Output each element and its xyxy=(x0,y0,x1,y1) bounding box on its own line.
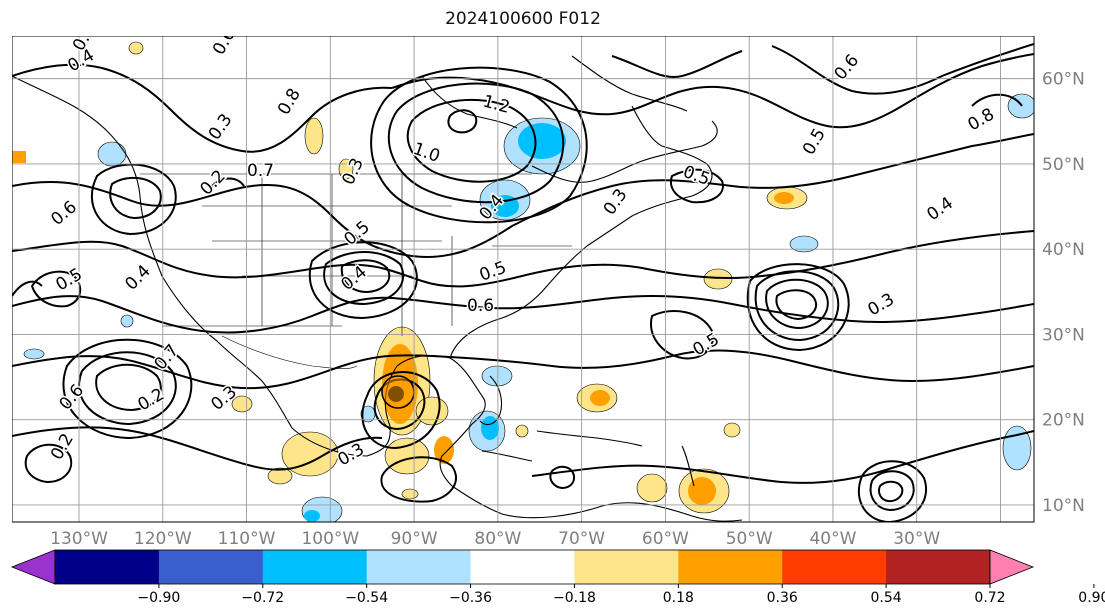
negative-anomaly-patch xyxy=(97,141,127,167)
negative-anomaly-patch xyxy=(789,235,819,253)
positive-anomaly-patch xyxy=(384,437,430,475)
positive-anomaly-patch xyxy=(723,422,741,438)
longitude-label: 40°W xyxy=(809,529,856,548)
colorbar-tick-label: 0.72 xyxy=(974,590,1005,606)
storm-core xyxy=(381,375,415,409)
positive-anomaly-patch xyxy=(636,473,668,503)
longitude-label: 70°W xyxy=(558,529,605,548)
positive-anomaly-patch xyxy=(304,117,324,155)
longitude-label: 80°W xyxy=(474,529,521,548)
colorbar-segment xyxy=(886,550,991,584)
positive-anomaly-patch xyxy=(128,41,144,55)
negative-anomaly-patch xyxy=(481,365,513,387)
negative-anomaly-patch xyxy=(304,510,320,522)
positive-anomaly-patch xyxy=(703,268,733,290)
latitude-label: 20°N xyxy=(1042,411,1085,431)
positive-anomaly-patch xyxy=(590,390,610,406)
colorbar-segment xyxy=(55,550,160,584)
longitude-label: 130°W xyxy=(50,529,108,548)
colorbar-segment xyxy=(782,550,887,584)
positive-anomaly-patch xyxy=(267,467,293,485)
positive-anomaly-patch xyxy=(401,488,419,500)
lat-lon-gridlines xyxy=(12,36,1034,522)
latitude-label: 10°N xyxy=(1042,496,1085,516)
longitude-label: 60°W xyxy=(642,529,689,548)
map-frame xyxy=(12,36,1035,523)
colorbar-tick-label: −0.18 xyxy=(553,590,596,606)
latitude-labels: 60°N 50°N 40°N 30°N 20°N 10°N xyxy=(1042,70,1085,516)
contour-label: 0.7 xyxy=(247,161,274,181)
contour-lines xyxy=(12,43,1034,522)
colorbar-tick-label: 0.90 xyxy=(1078,590,1105,606)
colorbar-tick-label: 0.54 xyxy=(871,590,902,606)
colorbar-segment xyxy=(470,550,575,584)
colorbar-tick-label: −0.72 xyxy=(241,590,284,606)
colorbar-tick-label: −0.90 xyxy=(137,590,180,606)
colorbar-tick-label: 0.18 xyxy=(663,590,694,606)
negative-anomaly-patch xyxy=(518,123,566,159)
colorbar-segment xyxy=(574,550,679,584)
negative-anomaly-patch xyxy=(23,348,45,360)
colorbar-tick-label: −0.54 xyxy=(345,590,388,606)
colorbar-frame xyxy=(54,549,991,585)
chart-title: 2024100600 F012 xyxy=(445,9,601,29)
colorbar-segment xyxy=(262,550,368,584)
longitude-label: 100°W xyxy=(301,529,359,548)
colorbar-segment xyxy=(158,550,264,584)
longitude-label: 50°W xyxy=(726,529,773,548)
positive-anomaly-patch xyxy=(12,151,26,163)
longitude-label: 90°W xyxy=(391,529,438,548)
political-borders xyxy=(140,173,572,370)
positive-anomaly-patch xyxy=(688,477,716,505)
latitude-label: 60°N xyxy=(1042,70,1085,90)
positive-anomaly-patch xyxy=(515,424,529,438)
positive-anomaly-patch xyxy=(281,431,339,477)
positive-anomaly-patch xyxy=(434,436,454,464)
longitude-label: 30°W xyxy=(893,529,940,548)
positive-anomaly-patch xyxy=(415,396,449,426)
colorbar-extend-low xyxy=(10,549,56,585)
longitude-label: 120°W xyxy=(134,529,192,548)
positive-anomaly-patch xyxy=(774,192,794,204)
colorbar-segment xyxy=(366,550,472,584)
longitude-label: 110°W xyxy=(218,529,276,548)
latitude-label: 30°N xyxy=(1042,325,1085,345)
colorbar-tick-label: −0.36 xyxy=(449,590,492,606)
negative-anomaly-patch xyxy=(120,314,134,328)
contour-label: 0.6 xyxy=(467,296,494,316)
latitude-label: 40°N xyxy=(1042,240,1085,260)
colorbar-tick-label: 0.36 xyxy=(767,590,798,606)
map-panel: 0.50.40.60.8 1.21.00.30.70.20.60.5 0.40.30… xyxy=(12,36,1085,548)
colorbar-extend-high xyxy=(989,549,1035,585)
map-background xyxy=(12,36,1034,522)
colorbar-segment xyxy=(678,550,783,584)
longitude-labels: 130°W 120°W 110°W 100°W 90°W 80°W 70°W 60°W 50°W… xyxy=(50,529,940,548)
colorbar: −0.90 −0.72 −0.54 −0.36 −0.18 0.18 0.36 0.54 0.7… xyxy=(10,549,1105,606)
latitude-label: 50°N xyxy=(1042,155,1085,175)
